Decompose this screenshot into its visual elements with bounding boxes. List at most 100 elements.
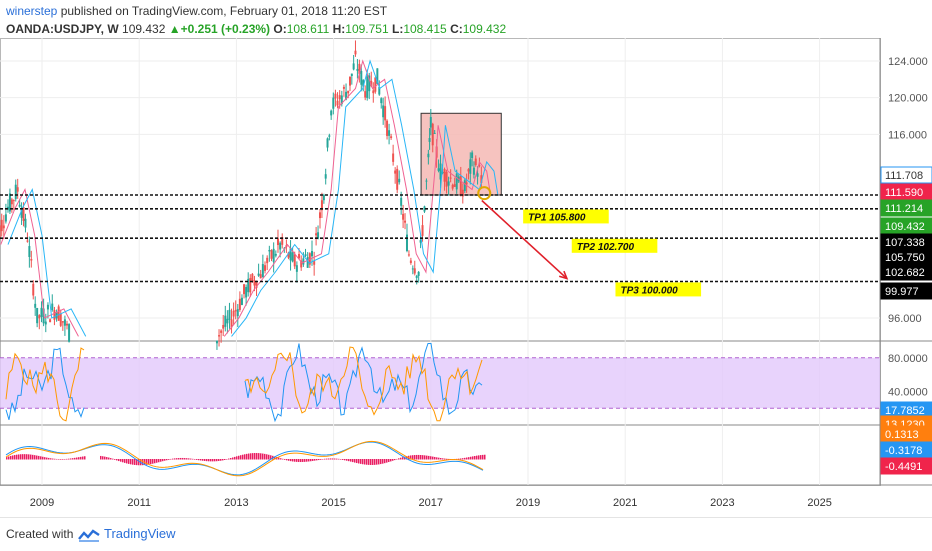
macd-bar (302, 459, 304, 462)
macd-bar (424, 455, 426, 460)
macd-bar (138, 459, 140, 466)
candle-body (449, 177, 452, 179)
tp-label-1[interactable]: TP1 105.800 (528, 212, 586, 223)
macd-bar (130, 459, 132, 465)
macd-bar (390, 459, 392, 462)
macd-bar (78, 457, 80, 460)
low-value: 108.415 (403, 22, 447, 36)
macd-bar (248, 453, 250, 460)
macd-bar (10, 455, 12, 460)
axis-price-tag-label: -0.4491 (885, 461, 922, 473)
axis-price-tag-label: 102.682 (885, 267, 925, 279)
macd-bar (18, 454, 20, 460)
candle-body (51, 303, 54, 311)
macd-bar (114, 459, 116, 460)
arrow-head-icon (558, 270, 569, 280)
candle-body (419, 240, 422, 243)
price-change: +0.251 (+0.23%) (180, 22, 271, 36)
macd-bar (350, 459, 352, 462)
candle-body (234, 310, 237, 312)
macd-bar (80, 456, 82, 460)
macd-bar (136, 459, 138, 466)
candle-body (382, 105, 385, 118)
candle-body (243, 284, 246, 295)
candle-body (291, 252, 294, 262)
macd-bar (360, 459, 362, 464)
candle-body (404, 220, 407, 223)
macd-bar (460, 458, 462, 460)
candle-body (63, 319, 66, 326)
macd-bar (480, 455, 482, 460)
macd-bar (192, 458, 194, 460)
candle-body (400, 197, 403, 206)
macd-bar (380, 459, 382, 465)
candle-body (376, 68, 379, 84)
candle-body (366, 76, 369, 98)
macd-bar (266, 454, 268, 460)
stoch-d-line (5, 346, 483, 422)
symbol-name[interactable]: OANDA:USDJPY, W (6, 22, 119, 36)
tp-label-2[interactable]: TP2 102.700 (577, 242, 635, 253)
price-marker-circle[interactable] (477, 186, 492, 201)
macd-bar (232, 457, 234, 460)
macd-bar (458, 458, 460, 460)
macd-bar (336, 458, 338, 460)
axis-price-tag (880, 263, 932, 281)
macd-bar (328, 458, 330, 460)
macd-bar (436, 457, 438, 460)
macd-bar (168, 459, 170, 460)
candle-body (228, 309, 231, 320)
axis-price-tag-label: 107.338 (885, 237, 925, 249)
macd-bar (128, 459, 130, 464)
macd-bar (388, 459, 390, 463)
macd-bar (470, 456, 472, 460)
tradingview-brand-link[interactable]: TradingView (104, 526, 176, 541)
macd-bar (212, 459, 214, 462)
macd-bar (30, 454, 32, 460)
macd-bar (482, 454, 484, 460)
candle-body (306, 257, 309, 268)
macd-bar (354, 459, 356, 463)
candle-body (340, 95, 343, 105)
candle-body (28, 246, 31, 257)
chart-area[interactable]: 2009 2011 2013 2015 2017 2019 2021 2023 2025 124.… (0, 38, 932, 517)
candle-body (360, 70, 363, 85)
candle-body (14, 184, 17, 199)
candle-body (447, 181, 450, 186)
axis-price-tag-label: 99.977 (885, 286, 919, 298)
candle-body (398, 178, 401, 183)
stoch-k-line (5, 343, 483, 423)
last-price: 109.432 (122, 22, 166, 36)
candle-body (279, 242, 282, 250)
tp-label-3[interactable]: TP3 100.000 (620, 285, 678, 296)
macd-bar (322, 459, 324, 460)
macd-bar (48, 457, 50, 460)
projection-arrow[interactable] (481, 199, 568, 280)
candle-body (356, 68, 359, 71)
macd-bar (324, 458, 326, 460)
candle-body (407, 254, 410, 256)
macd-bar (244, 454, 246, 460)
candle-body (230, 319, 233, 328)
author-link[interactable]: winerstep (6, 4, 58, 18)
macd-bar (334, 458, 336, 460)
macd-bar (316, 459, 318, 461)
macd-bar (154, 459, 156, 464)
macd-bar (198, 459, 200, 461)
macd-bar (20, 454, 22, 460)
candle-body (322, 195, 325, 201)
candle-body (302, 258, 305, 265)
macd-bar (448, 458, 450, 460)
macd-bar (222, 459, 224, 461)
macd-bar (330, 458, 332, 460)
high-value: 109.751 (345, 22, 389, 36)
candle-body (311, 251, 313, 257)
macd-bar (162, 459, 164, 462)
macd-bar (378, 459, 380, 465)
candle-body (320, 200, 323, 211)
macd-bar (202, 459, 204, 461)
candle-body (433, 132, 436, 134)
macd-bar (196, 459, 198, 460)
candle-body (249, 277, 252, 293)
macd-bar (400, 457, 402, 460)
